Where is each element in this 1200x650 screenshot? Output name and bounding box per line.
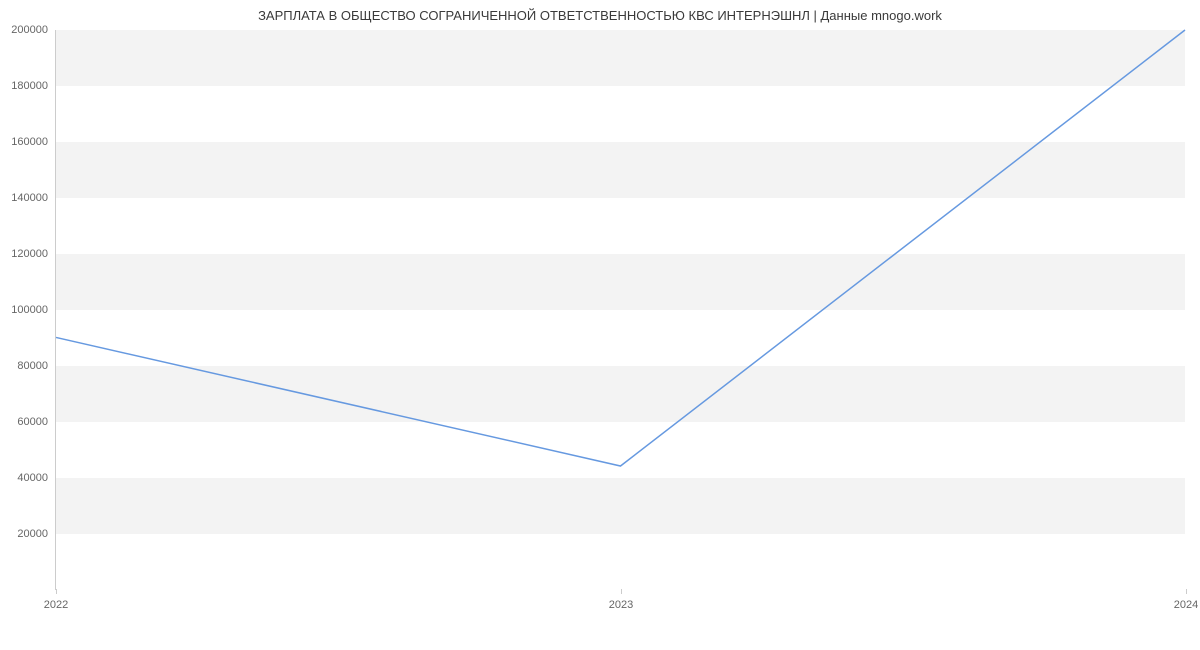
x-tick-mark — [56, 589, 57, 594]
y-tick-label: 180000 — [11, 80, 48, 92]
plot-area: 2000040000600008000010000012000014000016… — [55, 30, 1185, 590]
y-tick-label: 60000 — [17, 416, 48, 428]
x-tick-label: 2023 — [609, 599, 633, 611]
y-tick-label: 140000 — [11, 192, 48, 204]
y-tick-label: 160000 — [11, 136, 48, 148]
x-tick-mark — [1186, 589, 1187, 594]
x-tick-mark — [621, 589, 622, 594]
salary-line-chart: ЗАРПЛАТА В ОБЩЕСТВО СОГРАНИЧЕННОЙ ОТВЕТС… — [0, 0, 1200, 650]
x-tick-label: 2024 — [1174, 599, 1198, 611]
y-tick-label: 40000 — [17, 472, 48, 484]
x-tick-label: 2022 — [44, 599, 68, 611]
y-tick-label: 120000 — [11, 248, 48, 260]
chart-title: ЗАРПЛАТА В ОБЩЕСТВО СОГРАНИЧЕННОЙ ОТВЕТС… — [0, 8, 1200, 23]
y-tick-label: 200000 — [11, 24, 48, 36]
y-tick-label: 100000 — [11, 304, 48, 316]
y-tick-label: 80000 — [17, 360, 48, 372]
y-tick-label: 20000 — [17, 528, 48, 540]
series-salary — [56, 30, 1185, 466]
line-series — [56, 30, 1185, 589]
